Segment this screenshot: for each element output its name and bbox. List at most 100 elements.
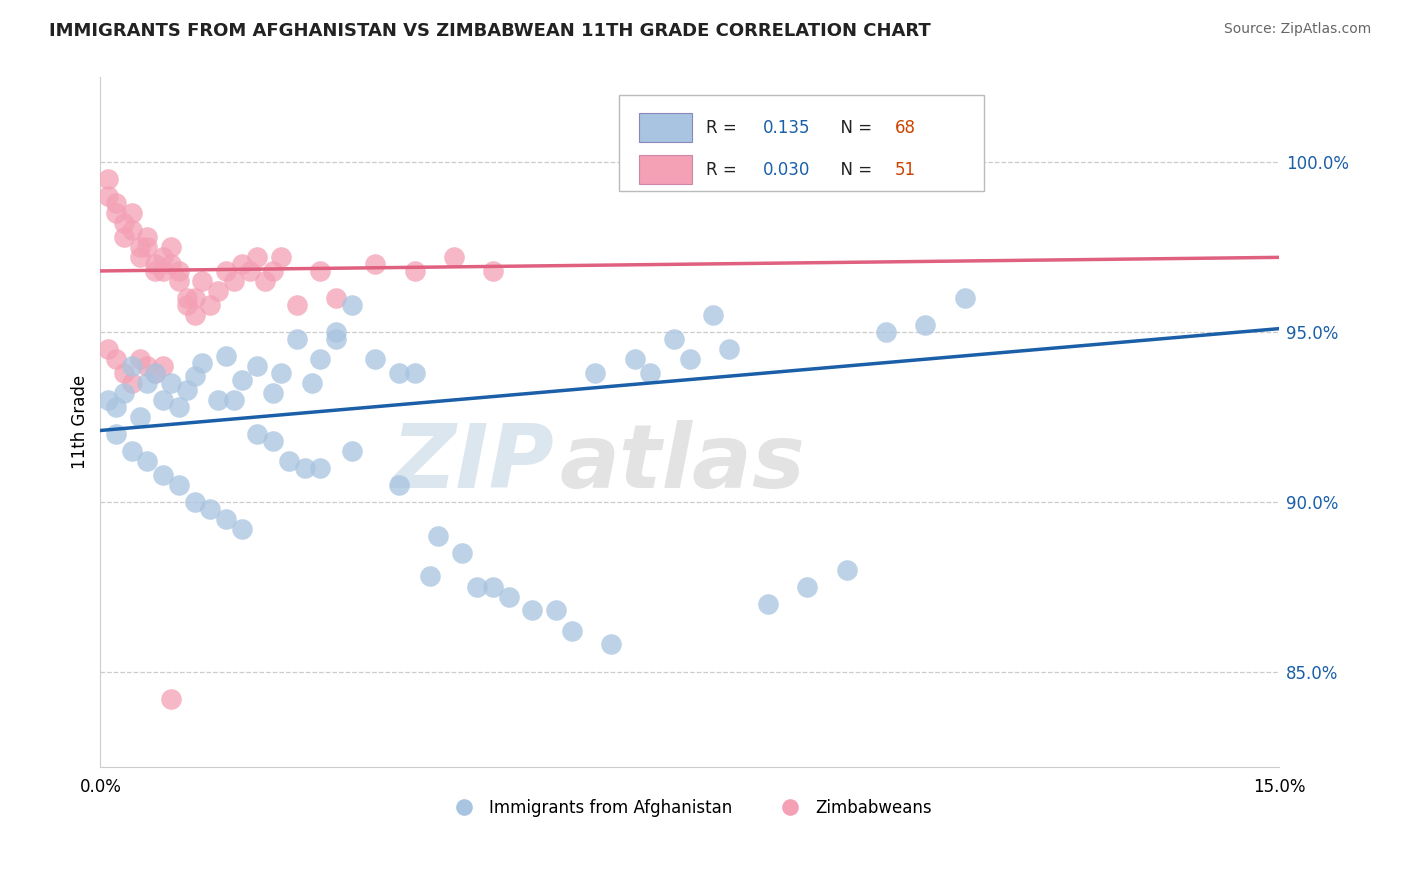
Text: 0.030: 0.030 [762, 161, 810, 178]
Point [176, 291, 198, 305]
Point [467, 580, 489, 594]
Point [270, 366, 292, 380]
Point [143, 264, 166, 278]
Point [756, 597, 779, 611]
Text: R =: R = [706, 161, 742, 178]
Point [702, 308, 724, 322]
Text: Source: ZipAtlas.com: Source: ZipAtlas.com [1223, 22, 1371, 37]
Point [176, 298, 198, 312]
Point [105, 352, 128, 367]
Point [167, 264, 190, 278]
Point [121, 443, 143, 458]
Text: N =: N = [830, 119, 877, 136]
Point [231, 373, 253, 387]
Point [136, 230, 159, 244]
Point [112, 386, 135, 401]
Point [239, 264, 262, 278]
Point [160, 376, 183, 390]
Point [309, 460, 332, 475]
Point [482, 264, 505, 278]
Point [121, 376, 143, 390]
Point [301, 376, 323, 390]
Point [207, 285, 229, 299]
Text: ZIP: ZIP [391, 420, 554, 507]
Point [953, 291, 976, 305]
Point [152, 392, 174, 407]
Point [215, 512, 238, 526]
Text: 51: 51 [894, 161, 915, 178]
Point [285, 298, 308, 312]
Point [200, 298, 222, 312]
Point [128, 409, 150, 424]
Point [121, 223, 143, 237]
Point [105, 196, 128, 211]
Point [340, 443, 363, 458]
Point [160, 691, 183, 706]
Point [97, 342, 120, 356]
Point [404, 264, 426, 278]
Point [231, 257, 253, 271]
Point [561, 624, 583, 638]
Point [875, 325, 897, 339]
Point [498, 590, 520, 604]
Point [623, 352, 645, 367]
Y-axis label: 11th Grade: 11th Grade [72, 375, 89, 469]
Point [160, 240, 183, 254]
Point [364, 352, 387, 367]
Point [427, 529, 450, 543]
Point [176, 383, 198, 397]
FancyBboxPatch shape [638, 155, 692, 185]
Point [112, 216, 135, 230]
Point [262, 264, 284, 278]
Point [294, 460, 316, 475]
Point [340, 298, 363, 312]
Point [167, 400, 190, 414]
Point [277, 454, 299, 468]
Point [231, 522, 253, 536]
Point [152, 251, 174, 265]
Point [183, 495, 205, 509]
Point [717, 342, 740, 356]
Point [246, 426, 269, 441]
Point [222, 274, 245, 288]
Point [105, 400, 128, 414]
Point [544, 603, 567, 617]
Text: N =: N = [830, 161, 877, 178]
Point [167, 274, 190, 288]
Point [128, 352, 150, 367]
Point [183, 291, 205, 305]
Point [112, 230, 135, 244]
Point [796, 580, 818, 594]
Point [207, 392, 229, 407]
Point [388, 478, 411, 492]
Point [152, 264, 174, 278]
Point [136, 454, 159, 468]
Text: atlas: atlas [560, 420, 806, 507]
Text: R =: R = [706, 119, 742, 136]
Point [600, 637, 623, 651]
Point [914, 318, 936, 333]
Point [143, 257, 166, 271]
Point [121, 206, 143, 220]
Point [112, 366, 135, 380]
Point [285, 332, 308, 346]
Point [191, 274, 214, 288]
Point [191, 355, 214, 369]
Point [325, 332, 347, 346]
Point [246, 251, 269, 265]
Point [309, 352, 332, 367]
Point [183, 369, 205, 384]
FancyBboxPatch shape [638, 113, 692, 142]
Point [215, 349, 238, 363]
Point [522, 603, 544, 617]
Text: 68: 68 [894, 119, 915, 136]
Point [143, 366, 166, 380]
Point [128, 251, 150, 265]
Point [160, 257, 183, 271]
Point [325, 325, 347, 339]
Point [215, 264, 238, 278]
Point [450, 546, 472, 560]
Point [254, 274, 277, 288]
Legend: Immigrants from Afghanistan, Zimbabweans: Immigrants from Afghanistan, Zimbabweans [440, 792, 939, 823]
Point [419, 569, 441, 583]
